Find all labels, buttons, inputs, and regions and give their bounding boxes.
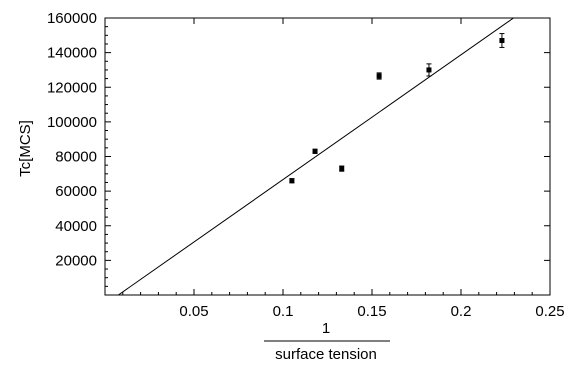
- y-tick-label: 40000: [55, 218, 97, 235]
- data-point: [339, 165, 345, 172]
- y-tick-label: 140000: [47, 45, 97, 62]
- x-tick-label: 0.15: [357, 303, 386, 320]
- x-tick-label: 0.05: [179, 303, 208, 320]
- x-tick-label: 0.25: [535, 303, 564, 320]
- y-tick-label: 120000: [47, 79, 97, 96]
- point-marker: [339, 166, 345, 172]
- y-tick-label: 60000: [55, 183, 97, 200]
- y-tick-label: 100000: [47, 114, 97, 131]
- point-marker: [499, 38, 505, 44]
- y-tick-label: 80000: [55, 149, 97, 166]
- point-marker: [426, 67, 432, 73]
- point-marker: [289, 178, 295, 184]
- x-axis-label-numerator: 1: [322, 320, 330, 337]
- fit-line: [118, 18, 514, 295]
- x-tick-label: 0.2: [451, 303, 472, 320]
- plot-frame: [104, 17, 551, 296]
- point-marker: [312, 148, 318, 154]
- data-point: [312, 148, 318, 154]
- data-point: [376, 72, 382, 80]
- data-point: [499, 33, 505, 48]
- point-marker: [376, 73, 382, 79]
- y-tick-label: 160000: [47, 10, 97, 27]
- data-point: [289, 178, 295, 184]
- x-axis-label-denominator: surface tension: [275, 346, 377, 363]
- x-tick-label: 0.1: [273, 303, 294, 320]
- data-point: [426, 63, 432, 77]
- y-axis-label: Tc[MCS]: [17, 120, 34, 177]
- y-tick-label: 20000: [55, 252, 97, 269]
